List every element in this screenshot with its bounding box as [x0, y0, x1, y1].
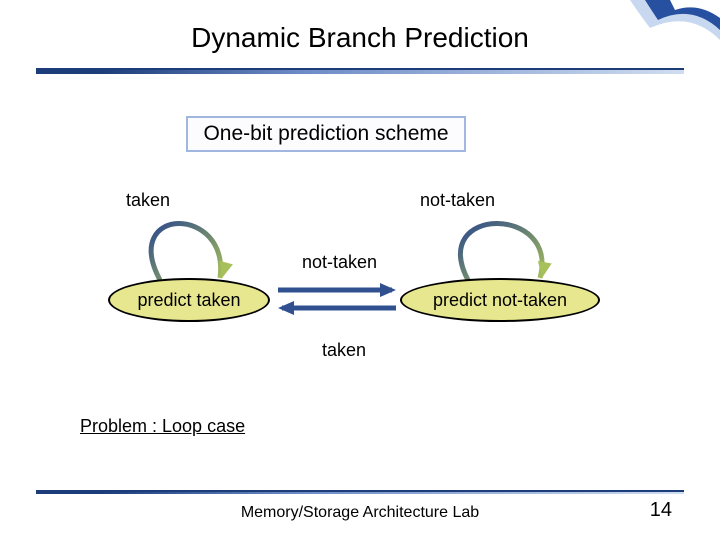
- footer-line: [36, 490, 684, 494]
- page-number: 14: [650, 499, 672, 522]
- corner-decoration: [630, 0, 720, 50]
- state-predict-taken: predict taken: [108, 278, 270, 322]
- page-title: Dynamic Branch Prediction: [0, 0, 720, 54]
- label-loop-right: not-taken: [420, 190, 495, 211]
- state-diagram: predict taken predict not-taken taken no…: [0, 150, 720, 450]
- footer-text: Memory/Storage Architecture Lab: [0, 504, 720, 522]
- label-edge-bottom: taken: [322, 340, 366, 361]
- arrowhead-rtl: [278, 301, 294, 315]
- label-loop-left: taken: [126, 190, 170, 211]
- state-predict-not-taken: predict not-taken: [400, 278, 600, 322]
- arrowhead-self-right: [535, 261, 552, 279]
- title-underline: [36, 68, 684, 74]
- self-loop-left: [151, 223, 220, 280]
- subtitle-box: One-bit prediction scheme: [186, 116, 466, 152]
- problem-text: Problem : Loop case: [80, 416, 245, 437]
- label-edge-top: not-taken: [302, 252, 377, 273]
- self-loop-right: [460, 223, 542, 280]
- arrowhead-ltr: [380, 283, 396, 297]
